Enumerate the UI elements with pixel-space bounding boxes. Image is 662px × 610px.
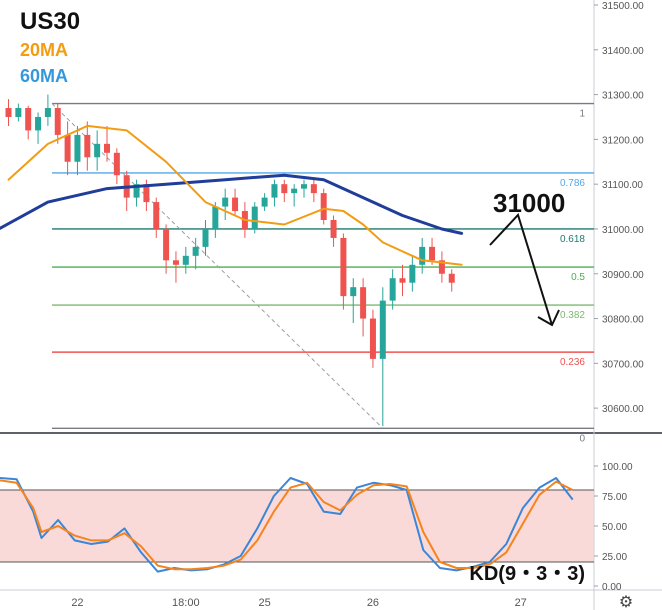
fib-label-0.618: 0.618 [560, 234, 585, 245]
candle-body [94, 143, 101, 158]
candle-body [399, 278, 406, 283]
candle-body [15, 108, 22, 117]
fib-label-0: 0 [579, 433, 585, 444]
time-tick-label: 18:00 [172, 597, 200, 609]
kd-band [0, 490, 594, 562]
settings-gear-icon: ⚙ [619, 592, 633, 610]
candle-body [261, 197, 268, 207]
price-tick-label: 31000.00 [602, 225, 644, 236]
kd-k-line [0, 477, 574, 573]
fib-label-0.5: 0.5 [571, 272, 585, 283]
candle-body [389, 278, 396, 301]
candle-body [320, 193, 327, 220]
candle-body [172, 260, 179, 265]
price-tick-label: 31500.00 [602, 1, 644, 12]
candle-body [202, 228, 209, 247]
price-tick-label: 31100.00 [602, 180, 643, 191]
kd-pane: KD(9・3・3) [0, 477, 594, 585]
candle-body [251, 206, 258, 229]
candle-body [84, 134, 91, 158]
candle-body [369, 318, 376, 359]
price-tick-label: 30800.00 [602, 315, 644, 326]
candle-body [143, 184, 150, 203]
legend-60ma: 60MA [20, 66, 68, 86]
candle-body [222, 197, 229, 207]
candle-body [212, 206, 219, 229]
kd-tick-label: 0.00 [602, 582, 622, 593]
kd-tick-label: 100.00 [602, 462, 633, 473]
time-tick-label: 26 [367, 597, 379, 609]
candle-body [54, 108, 61, 135]
candle-body [281, 184, 288, 194]
kd-title: KD(9・3・3) [469, 563, 585, 585]
price-tick-label: 30700.00 [602, 359, 644, 370]
candle-body [232, 197, 239, 212]
candle-body [182, 255, 189, 265]
axes: 30600.00 30700.00 30800.00 30900.00 31000.00… [71, 1, 644, 610]
candle-body [379, 300, 386, 359]
fib-label-0.236: 0.236 [560, 357, 585, 368]
kd-tick-label: 75.00 [602, 492, 627, 503]
fib-label-1: 1 [579, 109, 585, 120]
price-tick-label: 31200.00 [602, 135, 644, 146]
kd-d-line [0, 479, 574, 571]
candle-body [163, 228, 170, 261]
ma60-line [0, 173, 464, 235]
candle-body [419, 246, 426, 265]
candle-body [104, 143, 110, 153]
candle-body [291, 188, 298, 194]
price-tick-label: 30900.00 [602, 270, 644, 281]
candles [5, 94, 455, 427]
candle-body [310, 184, 317, 194]
kd-tick-label: 25.00 [602, 552, 627, 563]
ma20-line [7, 124, 463, 266]
candle-body [271, 184, 278, 198]
forecast-arrow: 31000 [489, 188, 565, 327]
legend-us30: US30 [20, 8, 80, 35]
trend-line [51, 103, 384, 429]
moving-averages [0, 124, 464, 266]
candle-body [113, 152, 120, 176]
candle-body [153, 202, 160, 229]
candle-body [350, 287, 357, 297]
fib-label-0.382: 0.382 [560, 310, 585, 321]
candle-body [74, 134, 81, 162]
annotation-31000: 31000 [493, 188, 565, 218]
candle-body [5, 108, 12, 117]
candle-body [25, 108, 32, 131]
time-tick-label: 25 [258, 597, 270, 609]
candle-body [448, 273, 455, 283]
candle-body [340, 237, 347, 297]
kd-tick-label: 50.00 [602, 522, 627, 533]
forecast-arrow-path [489, 213, 553, 326]
candle-body [429, 246, 436, 261]
fibonacci-levels: 1 0.786 0.618 0.5 0.382 0.236 0 [52, 102, 594, 444]
candle-body [133, 184, 140, 198]
price-tick-label: 30600.00 [602, 404, 644, 415]
candle-body [35, 116, 42, 131]
candle-body [44, 108, 51, 117]
fib-label-0.786: 0.786 [560, 178, 585, 189]
price-tick-label: 31400.00 [602, 46, 644, 57]
candle-body [409, 264, 416, 283]
trend-line-dashed [51, 103, 384, 429]
legend-20ma: 20MA [20, 40, 68, 60]
candle-body [64, 134, 71, 162]
candle-body [330, 220, 337, 238]
time-tick-label: 27 [515, 597, 527, 609]
time-tick-label: 22 [71, 597, 83, 609]
price-tick-label: 31300.00 [602, 91, 644, 102]
candle-body [301, 184, 307, 189]
forecast-arrowhead [537, 309, 560, 327]
candle-body [438, 260, 445, 274]
candle-body [192, 246, 199, 256]
candle-body [360, 287, 367, 319]
legend: US30 20MA 60MA [20, 8, 80, 86]
